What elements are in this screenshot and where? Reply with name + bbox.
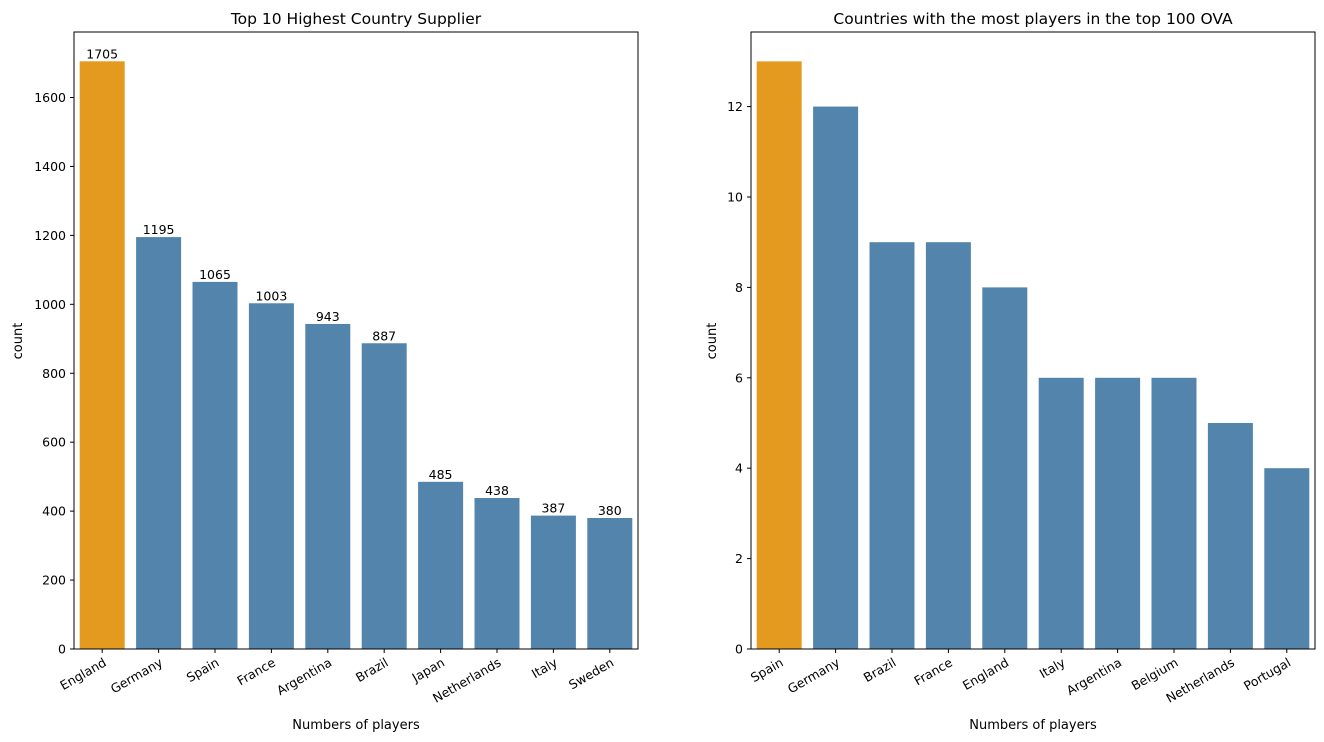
- y-tick-group: 0 2 4 6 8 10 12: [727, 99, 751, 657]
- y-tick-label: 0: [735, 642, 743, 657]
- data-label: 1195: [143, 222, 175, 237]
- bar-belgium: [1151, 377, 1197, 649]
- bar-netherlands: [474, 498, 520, 649]
- y-axis-label: count: [705, 323, 720, 360]
- bar-france: [248, 303, 294, 649]
- bar-netherlands: [1207, 422, 1253, 649]
- bar-italy: [1038, 377, 1084, 649]
- y-tick-label: 4: [735, 461, 743, 476]
- chart-top-10-country-supplier: Top 10 Highest Country Supplier Numbers …: [11, 10, 639, 733]
- bar-england: [79, 61, 125, 650]
- bar-spain: [192, 281, 238, 649]
- bar-group: [79, 61, 633, 650]
- data-label: 943: [316, 309, 340, 324]
- bar-england: [982, 287, 1028, 649]
- data-label: 1003: [255, 288, 287, 303]
- chart-title: Top 10 Highest Country Supplier: [230, 10, 482, 28]
- y-tick-label: 1200: [34, 228, 66, 243]
- bar-sweden: [587, 518, 633, 649]
- bar-group: [756, 61, 1310, 649]
- bar-germany: [813, 106, 859, 649]
- bar-germany: [136, 237, 182, 649]
- bar-spain: [756, 61, 802, 649]
- x-axis-label: Numbers of players: [292, 718, 420, 733]
- y-tick-label: 2: [735, 551, 743, 566]
- y-tick-label: 0: [58, 642, 66, 657]
- bar-brazil: [361, 343, 407, 649]
- y-axis-label: count: [11, 323, 26, 360]
- x-axis-label: Numbers of players: [969, 718, 1097, 733]
- y-tick-label: 1000: [34, 297, 66, 312]
- chart-top-100-ova-countries: Countries with the most players in the t…: [705, 10, 1316, 733]
- bar-argentina: [305, 323, 351, 649]
- y-tick-label: 8: [735, 280, 743, 295]
- bar-italy: [530, 515, 576, 649]
- data-label: 1705: [86, 46, 118, 61]
- y-tick-label: 1600: [34, 90, 66, 105]
- chart-title: Countries with the most players in the t…: [833, 10, 1233, 28]
- data-label: 380: [598, 503, 622, 518]
- y-tick-label: 400: [42, 504, 66, 519]
- y-tick-group: 0 200 400 600 800 1000 1200 1400 1600: [34, 90, 74, 657]
- data-label-group: 1705 1195 1065 1003 943 887 485 438 387 380: [86, 46, 621, 518]
- y-tick-label: 600: [42, 435, 66, 450]
- y-tick-label: 200: [42, 573, 66, 588]
- data-label: 887: [372, 328, 396, 343]
- bar-japan: [418, 481, 464, 649]
- bar-france: [925, 242, 971, 649]
- bar-brazil: [869, 242, 915, 649]
- y-tick-label: 6: [735, 370, 743, 385]
- data-label: 438: [485, 483, 509, 498]
- y-tick-label: 12: [727, 99, 743, 114]
- data-label: 1065: [199, 267, 231, 282]
- data-label: 485: [429, 467, 453, 482]
- y-tick-label: 1400: [34, 159, 66, 174]
- y-tick-label: 10: [727, 189, 743, 204]
- bar-argentina: [1095, 377, 1141, 649]
- y-tick-label: 800: [42, 366, 66, 381]
- bar-portugal: [1264, 468, 1310, 649]
- data-label: 387: [541, 501, 565, 516]
- plot-frame: [750, 31, 1316, 650]
- plot-frame: [73, 31, 639, 650]
